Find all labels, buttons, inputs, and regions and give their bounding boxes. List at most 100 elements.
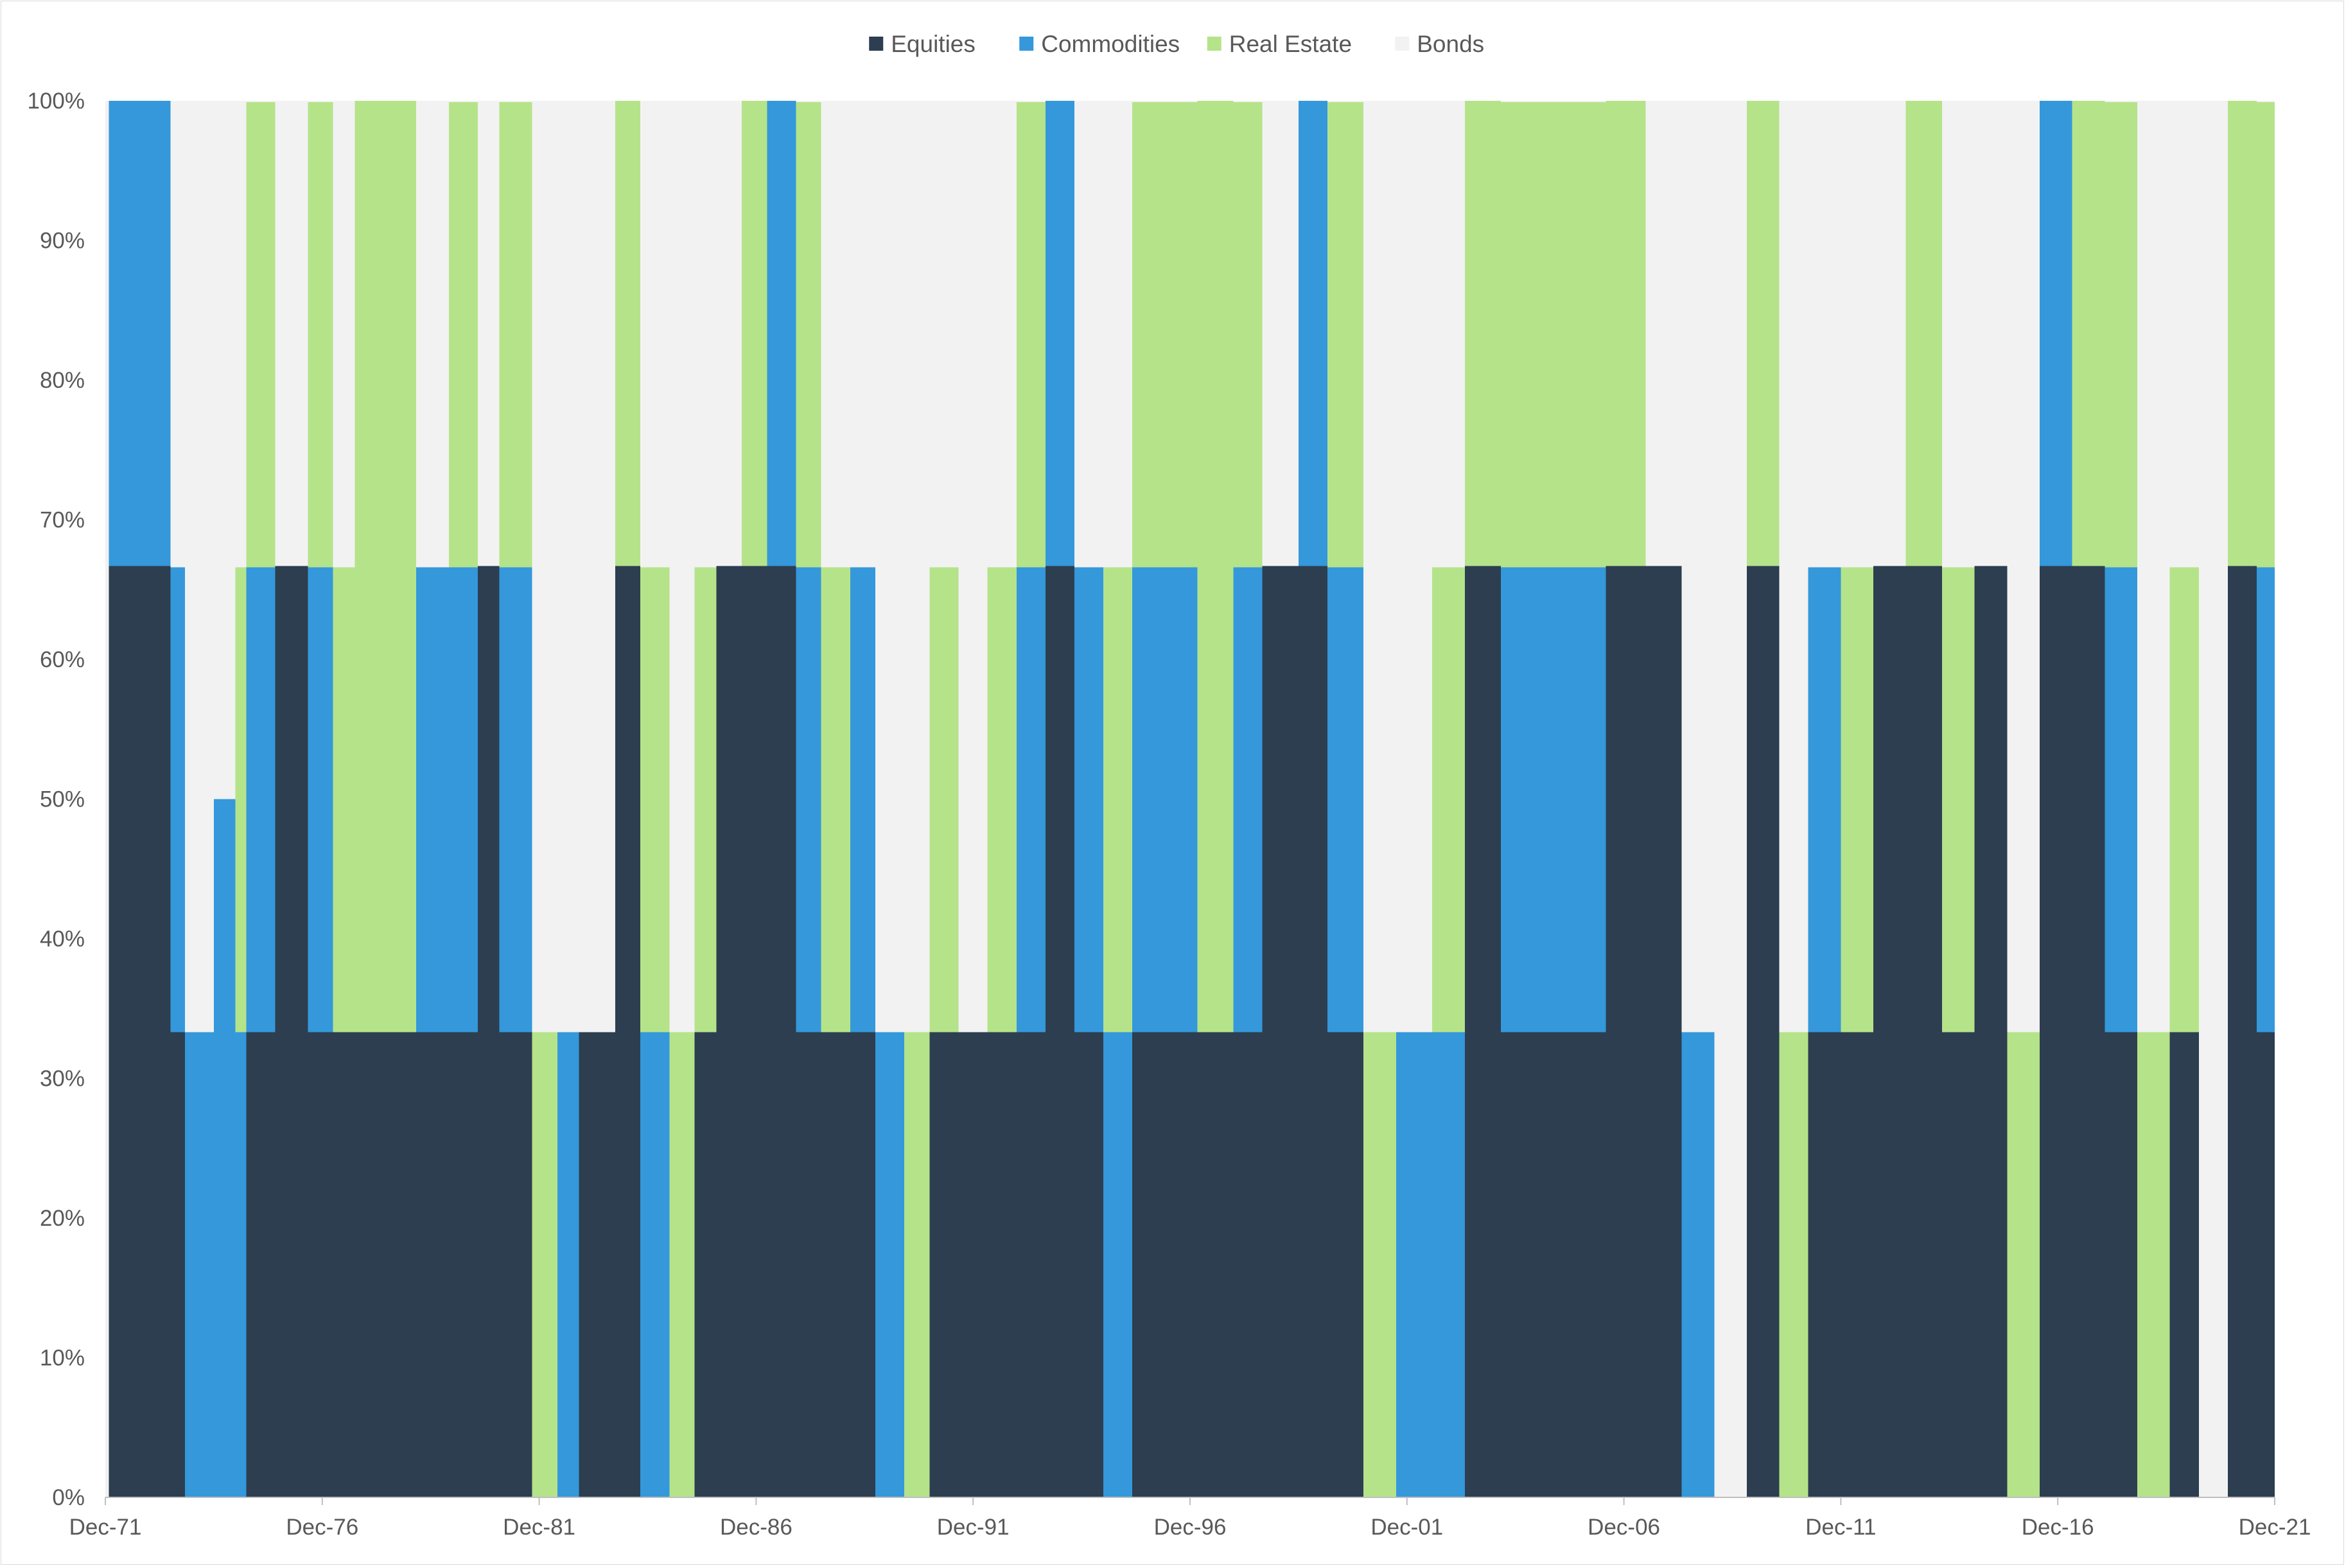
area-bonds-segment: [416, 102, 449, 568]
area-equities-segment: [579, 1032, 615, 1497]
area-equities-segment: [1974, 566, 2008, 1497]
area-equities-segment: [741, 566, 767, 1497]
area-commodities-segment: [1045, 101, 1074, 566]
area-commodities-segment: [235, 1032, 247, 1497]
area-equities-segment: [355, 1032, 417, 1497]
area-bonds-segment: [2198, 101, 2228, 1497]
area-commodities-segment: [1537, 567, 1570, 1032]
area-bonds-segment: [640, 102, 670, 568]
area-real-estate-segment: [1747, 101, 1780, 566]
area-real-estate-segment: [929, 567, 959, 1032]
area-bonds-segment: [875, 101, 905, 1032]
area-commodities-segment: [2256, 567, 2275, 1032]
area-commodities-segment: [184, 1032, 214, 1497]
area-equities-segment: [1873, 566, 1906, 1497]
y-tick-label: 50%: [40, 787, 85, 812]
area-real-estate-segment: [1501, 102, 1537, 568]
area-bonds-segment: [821, 102, 850, 568]
area-bonds-segment: [904, 101, 930, 1032]
area-commodities-segment: [1132, 567, 1165, 1032]
legend-swatch: [1019, 37, 1034, 51]
y-tick-label: 100%: [27, 89, 85, 114]
area-commodities-segment: [1327, 567, 1364, 1032]
area-bonds-segment: [716, 101, 742, 566]
area-equities-segment: [850, 1032, 876, 1497]
area-bonds-segment: [184, 101, 214, 1032]
area-equities-segment: [170, 1032, 185, 1497]
area-bonds-segment: [669, 101, 695, 1032]
area-bonds-segment: [105, 101, 109, 1497]
area-bonds-segment: [1645, 101, 1682, 566]
area-real-estate-segment: [1905, 101, 1943, 566]
x-tick-label: Dec-81: [503, 1515, 575, 1540]
legend: Equities Commodities Real Estate Bonds: [869, 31, 1484, 57]
area-equities-segment: [499, 1032, 532, 1497]
area-real-estate-segment: [1537, 102, 1570, 568]
area-equities-segment: [615, 566, 641, 1497]
area-equities-segment: [275, 566, 308, 1497]
area-bonds-segment: [235, 102, 247, 568]
x-tick-label: Dec-21: [2239, 1515, 2311, 1540]
area-commodities-segment: [640, 1032, 670, 1497]
area-real-estate-segment: [532, 1032, 557, 1497]
area-bonds-segment: [1714, 101, 1747, 1497]
area-commodities-segment: [1233, 567, 1263, 1032]
area-commodities-segment: [416, 567, 449, 1032]
area-equities-segment: [2169, 1032, 2199, 1497]
area-bonds-segment: [1942, 102, 1975, 568]
area-commodities-segment: [1298, 101, 1327, 566]
area-equities-segment: [1841, 1032, 1874, 1497]
area-real-estate-segment: [2105, 102, 2138, 568]
y-tick-label: 10%: [40, 1346, 85, 1371]
area-equities-segment: [2227, 566, 2257, 1497]
area-real-estate-segment: [1327, 102, 1364, 568]
area-equities-segment: [1016, 1032, 1046, 1497]
y-tick-label: 30%: [40, 1067, 85, 1092]
area-real-estate-segment: [1197, 101, 1234, 1032]
area-equities-segment: [796, 1032, 821, 1497]
area-bonds-segment: [1074, 102, 1103, 568]
area-bonds-segment: [1873, 101, 1906, 566]
area-equities-segment: [929, 1032, 959, 1497]
area-real-estate-segment: [640, 567, 670, 1032]
legend-item-real-estate: Real Estate: [1207, 31, 1352, 57]
area-bonds-segment: [333, 102, 355, 568]
area-equities-segment: [477, 566, 500, 1497]
area-real-estate-segment: [308, 102, 333, 568]
area-commodities-segment: [1501, 567, 1537, 1032]
area-bonds-segment: [1432, 102, 1465, 568]
area-real-estate-segment: [1606, 101, 1646, 566]
area-real-estate-segment: [821, 567, 850, 1032]
legend-swatch: [1395, 37, 1410, 51]
area-equities-segment: [821, 1032, 850, 1497]
plot-area: [105, 101, 2275, 1497]
area-real-estate-segment: [987, 567, 1017, 1032]
area-equities-segment: [958, 1032, 988, 1497]
area-real-estate-segment: [499, 102, 532, 568]
area-equities-segment: [1045, 566, 1074, 1497]
area-commodities-segment: [2040, 101, 2072, 566]
area-commodities-segment: [1681, 1032, 1715, 1497]
area-real-estate-segment: [2137, 1032, 2170, 1497]
area-real-estate-segment: [1016, 102, 1046, 568]
area-equities-segment: [1645, 566, 1682, 1497]
area-bonds-segment: [213, 101, 236, 799]
area-commodities-segment: [109, 101, 171, 566]
area-real-estate-segment: [333, 567, 355, 1032]
area-equities-segment: [1132, 1032, 1165, 1497]
area-commodities-segment: [557, 1032, 579, 1497]
legend-label: Commodities: [1041, 31, 1180, 57]
area-bonds-segment: [1808, 102, 1841, 568]
area-equities-segment: [308, 1032, 333, 1497]
area-commodities-segment: [1164, 567, 1198, 1032]
area-equities-segment: [1464, 566, 1501, 1497]
area-equities-segment: [987, 1032, 1017, 1497]
area-bonds-segment: [1396, 101, 1433, 1032]
area-real-estate-segment: [1432, 567, 1465, 1032]
area-bonds-segment: [2169, 102, 2199, 568]
y-tick-label: 20%: [40, 1206, 85, 1231]
x-tick-label: Dec-96: [1154, 1515, 1227, 1540]
x-tick-label: Dec-11: [1805, 1515, 1876, 1540]
